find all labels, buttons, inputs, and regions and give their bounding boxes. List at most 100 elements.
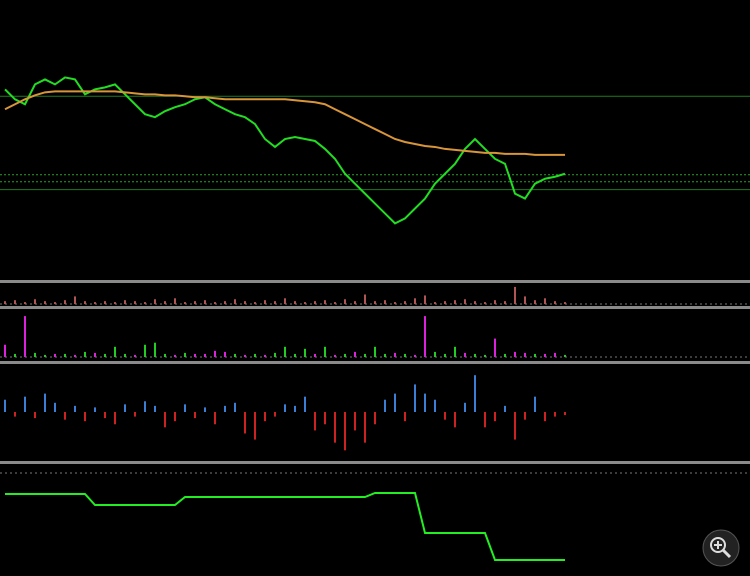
bar: [154, 342, 156, 357]
bar: [294, 353, 296, 357]
bar: [14, 412, 16, 417]
bar: [284, 346, 286, 357]
bar: [94, 407, 96, 412]
bar: [24, 302, 26, 304]
bar: [204, 353, 206, 357]
bar: [434, 302, 436, 304]
bar: [84, 412, 86, 422]
bar: [364, 294, 366, 304]
bar: [514, 412, 516, 440]
bar: [44, 354, 46, 357]
bar: [234, 353, 236, 357]
bar: [114, 302, 116, 304]
bar: [554, 412, 556, 417]
bar: [214, 302, 216, 304]
bar: [154, 405, 156, 412]
bar: [454, 412, 456, 428]
bar: [304, 302, 306, 304]
bar: [194, 301, 196, 304]
bar: [254, 302, 256, 304]
bar: [514, 351, 516, 357]
bar: [404, 301, 406, 304]
bar: [534, 396, 536, 412]
bar: [34, 412, 36, 419]
bar: [334, 412, 336, 443]
bar: [224, 301, 226, 304]
bar: [144, 344, 146, 357]
bar: [154, 299, 156, 304]
bar: [244, 301, 246, 304]
bar: [554, 352, 556, 357]
bar: [394, 302, 396, 304]
bar: [24, 316, 26, 357]
bar: [34, 299, 36, 304]
bar: [344, 353, 346, 357]
bar: [474, 375, 476, 412]
series-line: [4, 76, 566, 225]
bar: [54, 353, 56, 357]
bar: [274, 352, 276, 357]
bar: [564, 302, 566, 304]
bar: [394, 393, 396, 412]
bar: [524, 296, 526, 304]
bar: [64, 353, 66, 357]
bar: [464, 352, 466, 357]
bar: [64, 412, 66, 420]
bar: [414, 298, 416, 304]
bar: [334, 354, 336, 357]
bar: [74, 405, 76, 412]
bar: [544, 412, 546, 422]
bar: [524, 412, 526, 420]
bar: [464, 402, 466, 412]
bar: [144, 401, 146, 412]
bar: [264, 354, 266, 357]
bar: [224, 351, 226, 357]
bar: [394, 352, 396, 357]
bar: [354, 301, 356, 304]
bar: [284, 404, 286, 412]
bar: [444, 353, 446, 357]
bar: [484, 354, 486, 357]
bar: [24, 396, 26, 412]
bar: [494, 412, 496, 422]
bar: [254, 353, 256, 357]
bar: [214, 350, 216, 357]
bar: [224, 405, 226, 412]
bar: [504, 301, 506, 304]
bar: [324, 412, 326, 425]
divider: [0, 461, 750, 464]
series-line: [5, 492, 565, 561]
bar: [34, 352, 36, 357]
bar: [474, 301, 476, 304]
bar: [164, 412, 166, 428]
bar: [84, 301, 86, 304]
bar: [294, 301, 296, 304]
bar: [564, 412, 566, 416]
bar: [374, 301, 376, 304]
zoom-button[interactable]: [702, 529, 740, 567]
bar: [534, 353, 536, 357]
bar: [504, 353, 506, 357]
bar: [4, 301, 6, 304]
series-line: [4, 90, 565, 156]
bar: [374, 412, 376, 425]
bar: [454, 346, 456, 357]
bar: [174, 298, 176, 304]
bar: [194, 412, 196, 419]
bar: [44, 301, 46, 304]
bar: [504, 405, 506, 412]
bar: [124, 353, 126, 357]
bar: [164, 301, 166, 304]
bar: [94, 302, 96, 304]
bar: [534, 300, 536, 304]
bar: [314, 412, 316, 431]
bar: [374, 346, 376, 357]
bar: [164, 353, 166, 357]
bar: [364, 353, 366, 357]
bar: [174, 412, 176, 422]
bar: [544, 298, 546, 304]
bar: [494, 338, 496, 357]
bar: [134, 412, 136, 417]
bar: [384, 300, 386, 304]
bar: [104, 301, 106, 304]
